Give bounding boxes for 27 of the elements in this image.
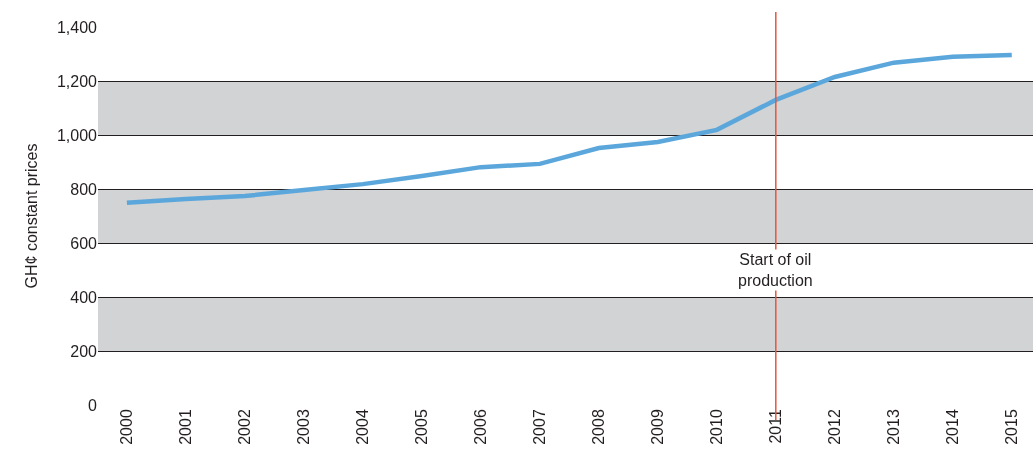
x-tick-label: 2006 [472, 409, 490, 445]
y-tick-label: 400 [70, 288, 98, 306]
y-tick-label: 1,400 [56, 18, 98, 36]
x-tick-label: 2000 [118, 409, 136, 445]
y-tick-label: 1,200 [56, 72, 98, 90]
ref-line-label: Start of oil production [738, 251, 813, 289]
x-tick-label: 2012 [825, 409, 843, 445]
y-tick-label: 800 [70, 180, 98, 198]
x-tick-label: 2011 [767, 409, 784, 444]
x-tick-label: 2014 [943, 409, 961, 445]
x-tick-label: 2010 [708, 409, 726, 445]
x-tick-label: 2005 [413, 409, 431, 445]
y-tick-label: 1,000 [56, 126, 98, 144]
x-tick-label: 2001 [177, 409, 195, 445]
line-series [124, 52, 1015, 206]
y-tick-label: 200 [70, 342, 98, 360]
y-axis-title: GH¢ constant prices [22, 143, 40, 289]
x-tick-label: 2002 [236, 409, 254, 445]
x-tick-label: 2007 [531, 409, 549, 445]
x-tick-label: 2015 [1002, 409, 1020, 445]
x-tick-label: 2013 [884, 409, 902, 445]
y-tick-label: 0 [88, 396, 98, 414]
x-tick-label: 2003 [295, 409, 313, 445]
y-tick-label: 600 [70, 234, 98, 252]
x-tick-label: 2009 [649, 409, 667, 445]
x-tick-label: 2008 [590, 409, 608, 445]
x-tick-label: 2004 [354, 409, 372, 445]
